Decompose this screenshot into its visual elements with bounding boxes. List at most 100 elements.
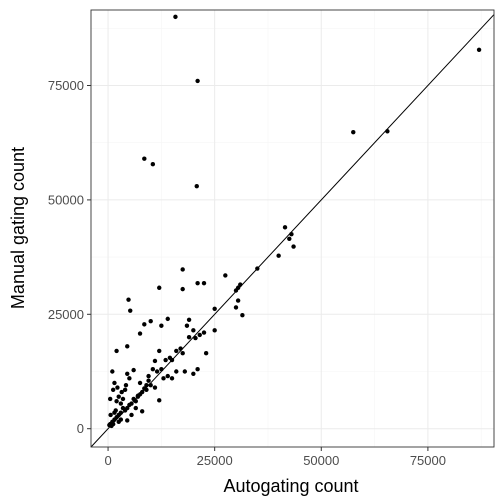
x-tick-label: 75000 xyxy=(410,453,446,468)
scatter-point xyxy=(126,297,131,302)
y-tick-label: 50000 xyxy=(48,192,84,207)
scatter-point xyxy=(114,399,119,404)
scatter-point xyxy=(385,129,390,134)
scatter-point xyxy=(255,266,260,271)
scatter-point xyxy=(174,369,179,374)
scatter-point xyxy=(233,288,239,293)
scatter-point xyxy=(125,344,130,349)
scatter-point xyxy=(127,376,132,381)
scatter-point xyxy=(157,348,162,354)
scatter-point xyxy=(180,267,185,272)
scatter-point xyxy=(148,383,153,388)
scatter-point xyxy=(119,389,124,395)
scatter-point xyxy=(122,387,128,393)
scatter-point xyxy=(223,273,228,278)
scatter-point xyxy=(163,357,168,363)
scatter-point xyxy=(116,394,121,399)
y-axis-title: Manual gating count xyxy=(8,147,28,309)
scatter-point xyxy=(203,350,209,356)
scatter-point xyxy=(191,328,196,333)
scatter-point xyxy=(112,380,117,386)
scatter-point xyxy=(110,369,115,374)
scatter-point xyxy=(197,332,202,338)
x-axis-ticks: 0 25000 50000 75000 xyxy=(104,447,446,468)
scatter-point xyxy=(180,286,185,292)
scatter-point xyxy=(148,318,153,324)
scatter-point xyxy=(159,323,164,328)
scatter-point xyxy=(165,316,170,322)
scatter-point xyxy=(169,376,175,381)
scatter-point xyxy=(118,401,124,406)
scatter-point xyxy=(180,350,185,356)
scatter-point xyxy=(137,380,143,386)
scatter-point xyxy=(142,386,147,391)
scatter-point xyxy=(195,78,200,84)
scatter-point xyxy=(157,285,162,290)
scatter-point xyxy=(193,335,198,341)
scatter-point xyxy=(129,412,134,418)
x-tick-label: 50000 xyxy=(303,453,339,468)
scatter-point xyxy=(159,367,164,372)
scatter-point xyxy=(201,330,207,335)
scatter-point xyxy=(120,405,126,411)
x-axis-title: Autogating count xyxy=(223,476,358,496)
scatter-point xyxy=(107,396,113,402)
scatter-point xyxy=(154,369,160,374)
scatter-point xyxy=(161,376,166,381)
scatter-point xyxy=(135,393,141,398)
y-tick-label: 0 xyxy=(77,421,84,436)
x-tick-label: 0 xyxy=(104,453,111,468)
scatter-point xyxy=(142,322,147,327)
scatter-point xyxy=(195,280,200,286)
grid xyxy=(91,10,494,447)
scatter-point xyxy=(115,385,120,390)
scatter-point xyxy=(212,328,217,333)
scatter-point xyxy=(289,232,294,237)
y-tick-label: 75000 xyxy=(48,78,84,93)
scatter-point xyxy=(174,348,179,354)
scatter-point xyxy=(184,323,190,328)
scatter-point xyxy=(108,412,113,418)
scatter-point xyxy=(110,387,116,393)
scatter-point xyxy=(118,417,124,422)
scatter-point xyxy=(139,409,145,414)
scatter-point xyxy=(123,383,129,388)
scatter-point xyxy=(131,367,136,373)
scatter-point xyxy=(137,331,143,336)
scatter-point xyxy=(125,418,130,423)
scatter-point xyxy=(287,236,292,241)
scatter-point xyxy=(238,282,243,287)
panel-border xyxy=(90,9,495,448)
scatter-point xyxy=(152,358,158,364)
scatter-point xyxy=(157,398,162,403)
scatter-point xyxy=(152,385,158,390)
scatter-point xyxy=(113,408,118,413)
scatter-point xyxy=(131,396,136,402)
x-tick-label: 25000 xyxy=(197,453,233,468)
scatter-point xyxy=(120,396,126,402)
scatter-point xyxy=(114,348,119,354)
reference-line-layer xyxy=(90,14,495,448)
scatter-point xyxy=(146,378,151,383)
scatter-point xyxy=(201,280,207,286)
scatter-point xyxy=(351,129,356,135)
y-tick-label: 25000 xyxy=(48,307,84,322)
scatter-point xyxy=(127,402,132,408)
scatter-point xyxy=(212,306,217,312)
scatter-point xyxy=(233,305,239,310)
scatter-point xyxy=(178,346,183,351)
scatter-point xyxy=(276,253,281,258)
scatter-point xyxy=(240,313,245,318)
scatter-point xyxy=(150,162,156,167)
scatter-point xyxy=(186,317,192,322)
scatter-point xyxy=(182,369,188,374)
scatter-point xyxy=(291,244,296,249)
identity-line xyxy=(90,14,495,448)
data-points xyxy=(107,14,482,429)
scatter-point xyxy=(128,308,133,313)
scatter-point xyxy=(186,334,192,340)
scatter-point xyxy=(167,355,173,360)
scatter-point xyxy=(142,156,147,161)
